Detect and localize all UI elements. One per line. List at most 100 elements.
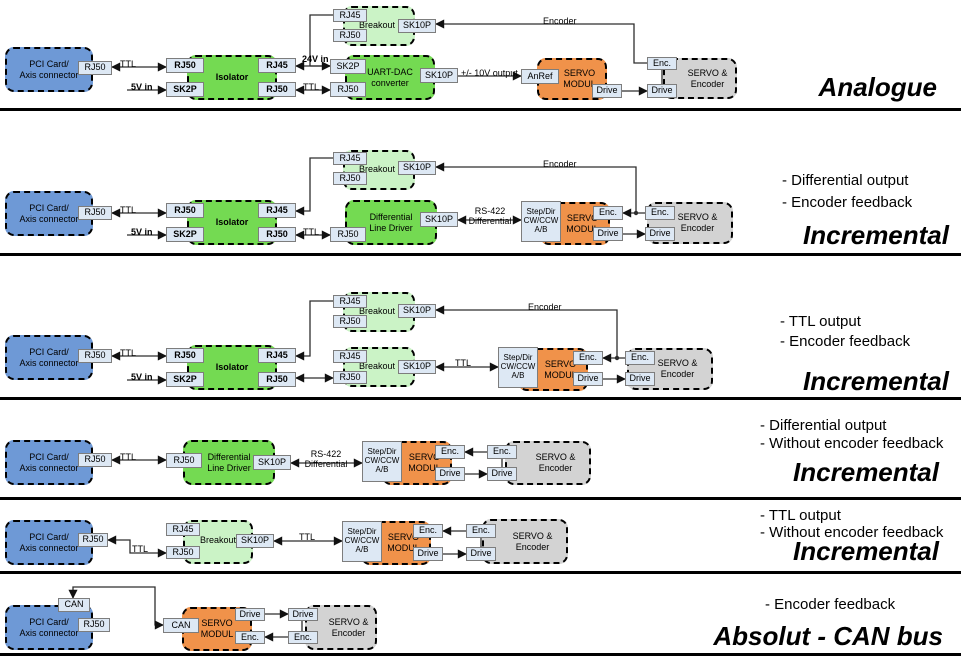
sk10p-port: SK10P (236, 534, 274, 548)
rj45-port: RJ45 (258, 58, 296, 73)
ttl-label: TTL (120, 205, 137, 215)
drive-port: Drive (592, 84, 622, 98)
annotation: - Without encoder feedback (760, 524, 944, 541)
annotation: - Differential output (760, 417, 887, 434)
section-title: Absolut - CAN bus (713, 621, 943, 651)
enc-port: Enc. (573, 351, 603, 365)
section-title: Incremental (803, 220, 949, 250)
rs422-label: RS-422 Differential (468, 206, 512, 227)
ttl-label: TTL (455, 358, 472, 368)
rj50-port: RJ50 (333, 172, 367, 185)
section-title: Incremental (803, 366, 949, 396)
rj50-port: RJ50 (258, 372, 296, 387)
encoder-label: Encoder (543, 159, 577, 169)
anref-port: AnRef (521, 69, 559, 84)
section-title: Analogue (818, 72, 937, 102)
wires-section-4 (111, 447, 503, 479)
drive-port: Drive (235, 608, 265, 621)
drive-port: Drive (435, 467, 465, 481)
sk2p-port: SK2P (166, 82, 204, 97)
rj50-port: RJ50 (166, 453, 202, 468)
rj50-port: RJ50 (258, 82, 296, 97)
rj50-port: RJ50 (78, 349, 112, 363)
sk10p-port: SK10P (420, 68, 458, 83)
rj50-port: RJ50 (330, 227, 366, 242)
ttl-label: TTL (303, 227, 320, 237)
sk2p-port: SK2P (166, 372, 204, 387)
ttl-label: TTL (132, 544, 149, 554)
drive-port: Drive (645, 227, 675, 241)
enc-port: Enc. (413, 524, 443, 538)
breakout-label: Breakout (358, 20, 396, 30)
sk10p-port: SK10P (398, 19, 436, 33)
drive-port: Drive (647, 84, 677, 98)
annotation: - Encoder feedback (780, 333, 911, 350)
ttl-label: TTL (120, 452, 137, 462)
wires-section-2 (111, 157, 661, 240)
sk2p-port: SK2P (330, 59, 366, 74)
rj45-port: RJ45 (333, 295, 367, 308)
rj50-port: RJ50 (166, 348, 204, 363)
can-port: CAN (163, 618, 199, 633)
wires-section-3 (111, 300, 641, 385)
enc-port: Enc. (645, 206, 675, 220)
separator-line (0, 653, 961, 656)
pci-card-block: PCI Card/ Axis connector (5, 440, 93, 485)
separator-line (0, 571, 961, 574)
separator-line (0, 108, 961, 111)
5v-in-label: 5V in (131, 82, 153, 92)
rj50-port: RJ50 (330, 82, 366, 97)
24v-in-label: 24V in (302, 54, 329, 64)
rj45-port: RJ45 (333, 152, 367, 165)
ttl-label: TTL (299, 532, 316, 542)
enc-port: Enc. (235, 631, 265, 644)
rj50-port: RJ50 (258, 227, 296, 242)
stepdir-port: Step/Dir CW/CCW A/B (342, 521, 382, 562)
ttl-label: TTL (303, 82, 320, 92)
drive-port: Drive (593, 227, 623, 241)
rj50-port: RJ50 (78, 533, 108, 547)
stepdir-port: Step/Dir CW/CCW A/B (521, 201, 561, 242)
annotation: - TTL output (760, 507, 841, 524)
annotation: - Without encoder feedback (760, 435, 944, 452)
sk2p-port: SK2P (166, 227, 204, 242)
drive-port: Drive (466, 547, 496, 561)
rj50-port: RJ50 (333, 29, 367, 42)
breakout-label: Breakout (358, 164, 396, 174)
section-title: Incremental (793, 536, 939, 566)
drive-port: Drive (288, 608, 318, 621)
section-title: Incremental (793, 457, 939, 487)
annotation: - Encoder feedback (782, 194, 913, 211)
sk10p-port: SK10P (398, 360, 436, 374)
rj45-port: RJ45 (258, 348, 296, 363)
can-port: CAN (58, 598, 90, 612)
rj45-port: RJ45 (333, 350, 367, 363)
sk10p-port: SK10P (420, 212, 458, 227)
pci-card-block: PCI Card/ Axis connector (5, 520, 93, 565)
sk10p-port: SK10P (398, 161, 436, 175)
annotation: - TTL output (780, 313, 861, 330)
drive-port: Drive (573, 372, 603, 386)
breakout-label: Breakout (358, 306, 396, 316)
ttl-label: TTL (120, 59, 137, 69)
wires-section-5 (107, 526, 482, 559)
enc-port: Enc. (435, 445, 465, 459)
stepdir-port: Step/Dir CW/CCW A/B (498, 347, 538, 388)
5v-in-label: 5V in (131, 227, 153, 237)
drive-port: Drive (413, 547, 443, 561)
sk10p-port: SK10P (398, 304, 436, 318)
rj45-port: RJ45 (333, 9, 367, 22)
enc-port: Enc. (466, 524, 496, 538)
rj50-port: RJ50 (78, 618, 110, 632)
enc-port: Enc. (593, 206, 623, 220)
servo-encoder-block: SERVO & Encoder (482, 519, 568, 564)
output-10v-label: +/- 10V output (461, 68, 518, 78)
rj45-port: RJ45 (258, 203, 296, 218)
rj50-port: RJ50 (333, 315, 367, 328)
annotation: - Differential output (782, 172, 909, 189)
separator-line (0, 497, 961, 500)
ttl-label: TTL (120, 348, 137, 358)
rj45-port: RJ45 (166, 523, 200, 536)
enc-port: Enc. (647, 57, 677, 70)
